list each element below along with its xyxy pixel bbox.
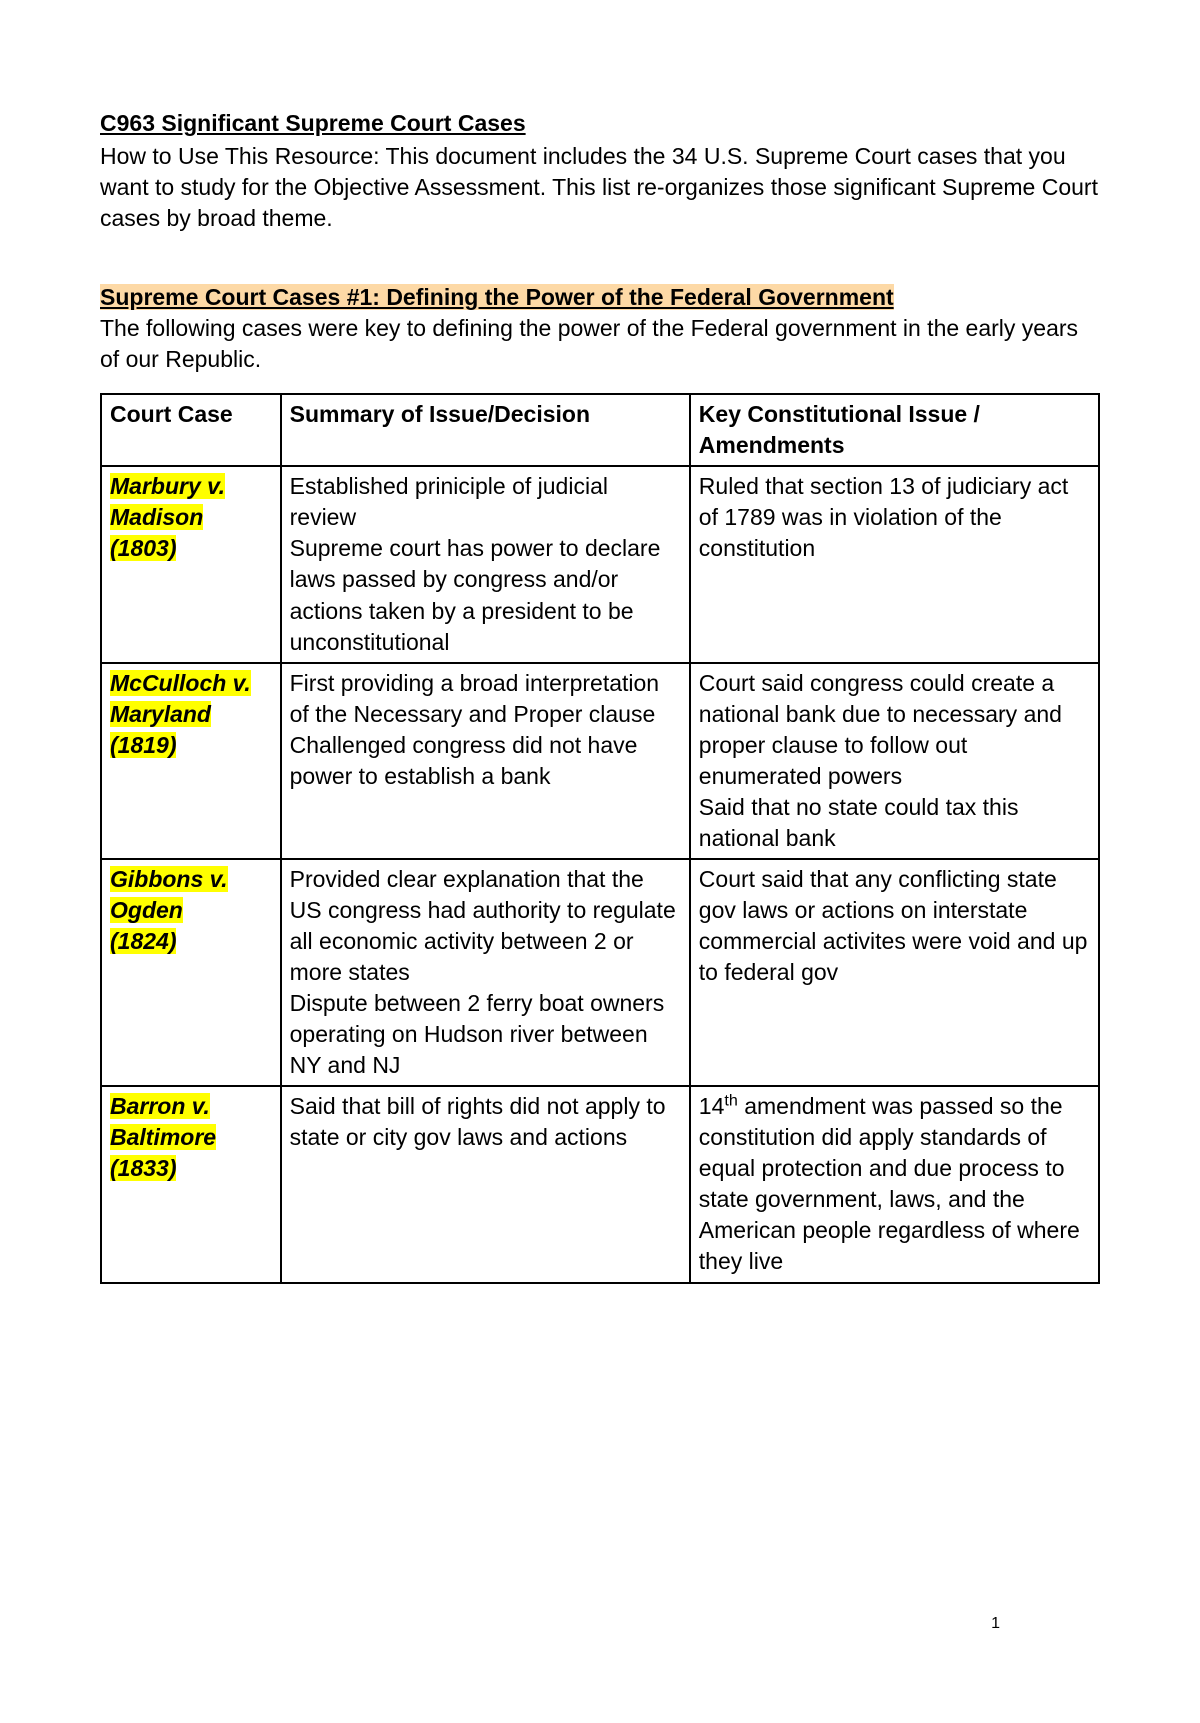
- table-row: Gibbons v. Ogden (1824) Provided clear expl…: [101, 859, 1099, 1086]
- page-title: C963 Significant Supreme Court Cases: [100, 110, 1100, 137]
- key-cell: 14th amendment was passed so the constit…: [690, 1086, 1099, 1282]
- table-row: Marbury v. Madison (1803) Established prini…: [101, 466, 1099, 662]
- case-name-line: (1803): [110, 535, 176, 561]
- case-name-line: Ogden: [110, 897, 183, 923]
- col-header-key: Key Constitutional Issue / Amendments: [690, 394, 1099, 466]
- case-name-line: Barron v.: [110, 1093, 210, 1119]
- case-name-line: Baltimore: [110, 1124, 216, 1150]
- intro-text: How to Use This Resource: This document …: [100, 141, 1100, 234]
- col-header-summary: Summary of Issue/Decision: [281, 394, 690, 466]
- summary-cell: Provided clear explanation that the US c…: [281, 859, 690, 1086]
- cases-table: Court Case Summary of Issue/Decision Key…: [100, 393, 1100, 1283]
- summary-cell: First providing a broad interpretation o…: [281, 663, 690, 859]
- case-name-line: (1819): [110, 732, 176, 758]
- page-number: 1: [991, 1615, 1000, 1633]
- table-body: Marbury v. Madison (1803) Established prini…: [101, 466, 1099, 1282]
- key-cell: Court said that any conflicting state go…: [690, 859, 1099, 1086]
- case-name-line: (1824): [110, 928, 176, 954]
- case-cell: McCulloch v. Maryland (1819): [101, 663, 281, 859]
- case-name-line: Madison: [110, 504, 203, 530]
- case-name-line: (1833): [110, 1155, 176, 1181]
- section-heading: Supreme Court Cases #1: Defining the Pow…: [100, 284, 894, 310]
- case-cell: Barron v. Baltimore (1833): [101, 1086, 281, 1282]
- key-cell: Court said congress could create a natio…: [690, 663, 1099, 859]
- key-cell: Ruled that section 13 of judiciary act o…: [690, 466, 1099, 662]
- table-row: Barron v. Baltimore (1833) Said that bill o…: [101, 1086, 1099, 1282]
- case-cell: Gibbons v. Ogden (1824): [101, 859, 281, 1086]
- table-header-row: Court Case Summary of Issue/Decision Key…: [101, 394, 1099, 466]
- case-cell: Marbury v. Madison (1803): [101, 466, 281, 662]
- section-heading-wrap: Supreme Court Cases #1: Defining the Pow…: [100, 284, 1100, 311]
- case-name-line: Maryland: [110, 701, 211, 727]
- summary-cell: Said that bill of rights did not apply t…: [281, 1086, 690, 1282]
- section-intro: The following cases were key to defining…: [100, 313, 1100, 375]
- summary-cell: Established priniciple of judicial revie…: [281, 466, 690, 662]
- col-header-case: Court Case: [101, 394, 281, 466]
- table-row: McCulloch v. Maryland (1819) First providin…: [101, 663, 1099, 859]
- case-name-line: Gibbons v.: [110, 866, 228, 892]
- case-name-line: McCulloch v.: [110, 670, 251, 696]
- case-name-line: Marbury v.: [110, 473, 225, 499]
